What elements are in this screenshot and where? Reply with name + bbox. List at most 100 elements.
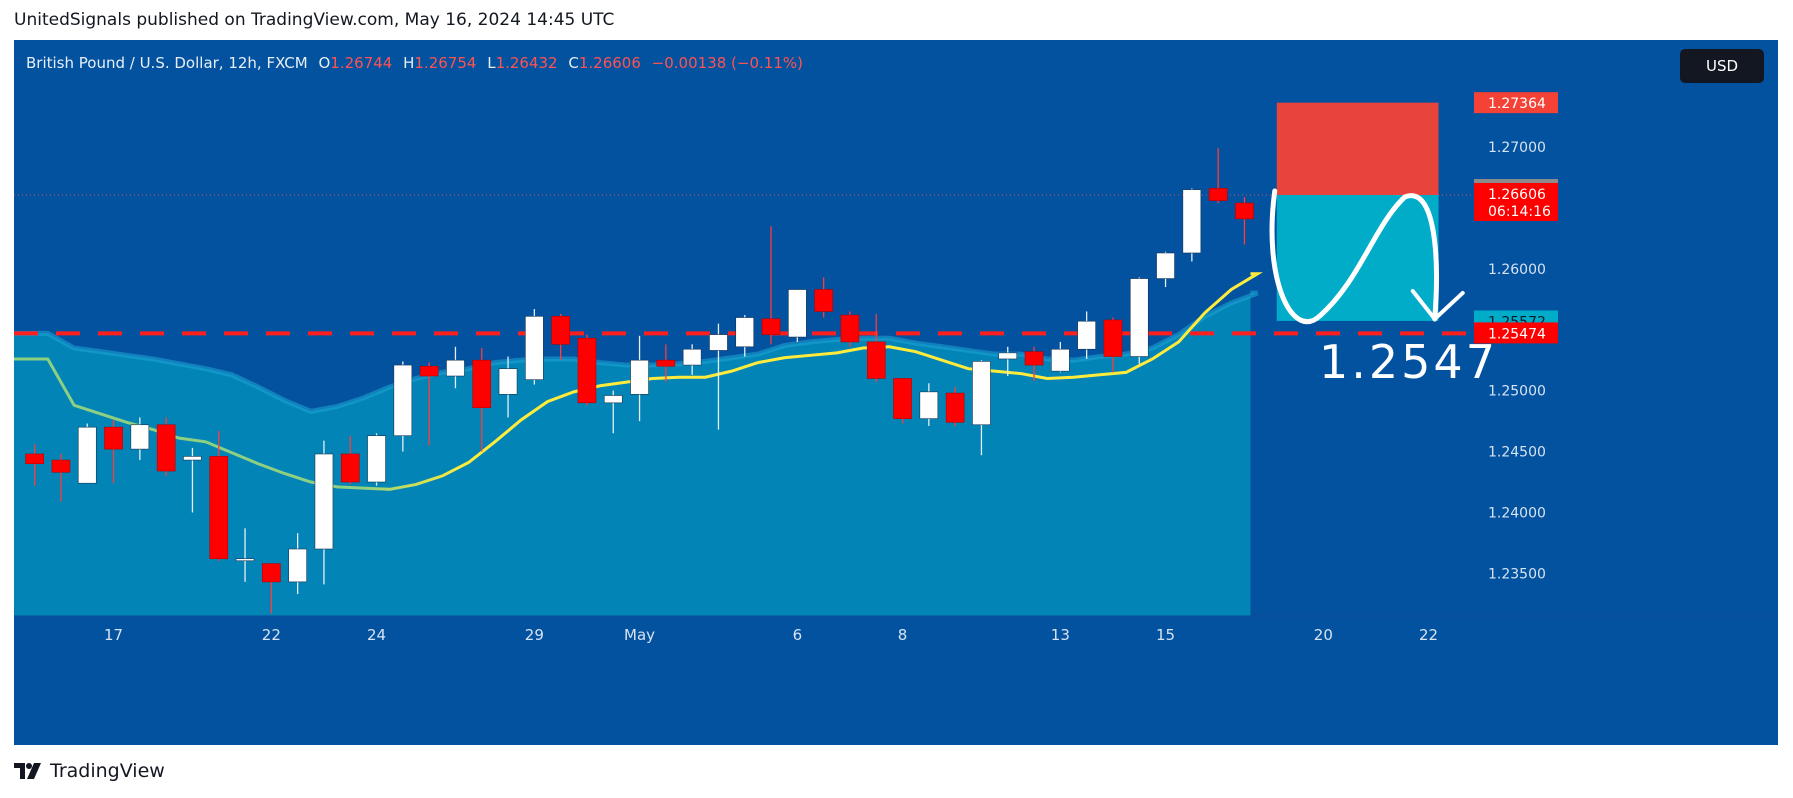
candle [498,356,518,418]
x-axis-tick-label: 6 [793,626,803,644]
x-axis-tick-label: 22 [262,626,281,644]
close-label: C [568,54,579,72]
candle-body [498,368,518,395]
stop-loss-zone [1276,102,1439,195]
candle-body [77,426,97,484]
candle [1208,148,1228,204]
candle [840,311,860,347]
price-tag [1474,322,1558,344]
price-tag-label: 1.26606 [1488,187,1546,203]
candle [656,344,676,383]
candle-body [972,361,991,426]
y-axis-tick-label: 1.24000 [1488,505,1546,521]
candle [551,313,570,361]
y-axis-tick-label: 1.24500 [1488,445,1546,461]
candle [472,348,492,452]
candle [104,419,123,484]
candle-body [262,563,281,583]
candle [156,417,176,476]
candle [709,323,728,430]
candle [183,447,202,513]
candle [603,390,623,434]
candle [525,309,544,385]
low-value: 1.26432 [495,54,558,72]
change-value: −0.00138 (−0.11%) [651,54,803,72]
candle [1024,346,1044,381]
tradingview-logo-icon [14,763,41,779]
symbol-title: British Pound / U.S. Dollar, 12h, FXCM [26,54,308,72]
candle-body [1103,319,1123,357]
candle-body [288,548,307,583]
candle-body [525,316,544,380]
candle-body [235,558,255,562]
candle [209,430,229,562]
x-axis-tick-label: May [624,626,655,644]
tradingview-footer[interactable]: TradingView [14,760,165,782]
candle [788,289,807,342]
candle [77,423,97,484]
ma-band-edge [14,290,1259,414]
x-axis-tick-label: 15 [1156,626,1175,644]
candle-body [603,395,623,404]
candle [1182,188,1202,262]
moving-average-line [14,272,1263,491]
price-tag [1474,92,1558,114]
candle [25,444,44,486]
candle [735,315,755,357]
candle-body [840,314,860,343]
candle-body [788,289,807,338]
candle [866,313,886,383]
high-label: H [403,54,415,72]
chart-panel[interactable]: 1.25471.270001.265001.260001.255001.2500… [14,40,1778,745]
candle [893,378,912,424]
candle [288,533,307,595]
candle-body [1208,188,1228,201]
candle [1129,277,1149,364]
candle [919,383,939,426]
candle-body [1182,189,1202,254]
y-axis-tick-label: 1.25000 [1488,384,1546,400]
candle [314,440,334,585]
currency-button[interactable]: USD [1680,49,1764,83]
candle-body [446,359,465,377]
candle [577,334,597,406]
candle-body [340,453,360,483]
candle-body [945,392,965,423]
candle-body [656,359,676,367]
take-profit-zone [1276,194,1439,321]
candle-body [761,318,781,335]
projection-curve [1269,188,1439,325]
candle-body [419,365,439,377]
candle-body [735,317,755,348]
candle [1077,311,1096,359]
candle-body [130,424,150,450]
candle-body [1051,348,1070,372]
candle [419,362,439,446]
open-label: O [318,54,331,72]
y-axis-tick-label: 1.27000 [1488,140,1546,156]
candle [130,417,150,461]
candle [235,528,255,582]
candle [1235,196,1254,245]
x-axis-tick-label: 20 [1314,626,1333,644]
x-axis-tick-label: 24 [367,626,386,644]
candle-body [156,424,176,472]
candle-body [998,352,1018,360]
price-tag-label: 1.25474 [1488,326,1546,342]
candle-body [1024,351,1044,366]
candle-body [393,364,413,437]
price-chart[interactable]: 1.25471.270001.265001.260001.255001.2500… [14,40,1778,745]
candle-body [709,334,728,351]
x-axis-tick-label: 13 [1051,626,1070,644]
candle-body [314,453,334,550]
candle-body [866,341,886,379]
candle [682,344,702,375]
arrow-down-icon [1410,288,1465,322]
candle [51,453,71,502]
price-tag [1474,182,1558,221]
candle-body [630,359,649,395]
candle-body [104,426,123,450]
candle-body [682,348,702,366]
candle-body [893,378,912,419]
candle-body [51,459,71,473]
